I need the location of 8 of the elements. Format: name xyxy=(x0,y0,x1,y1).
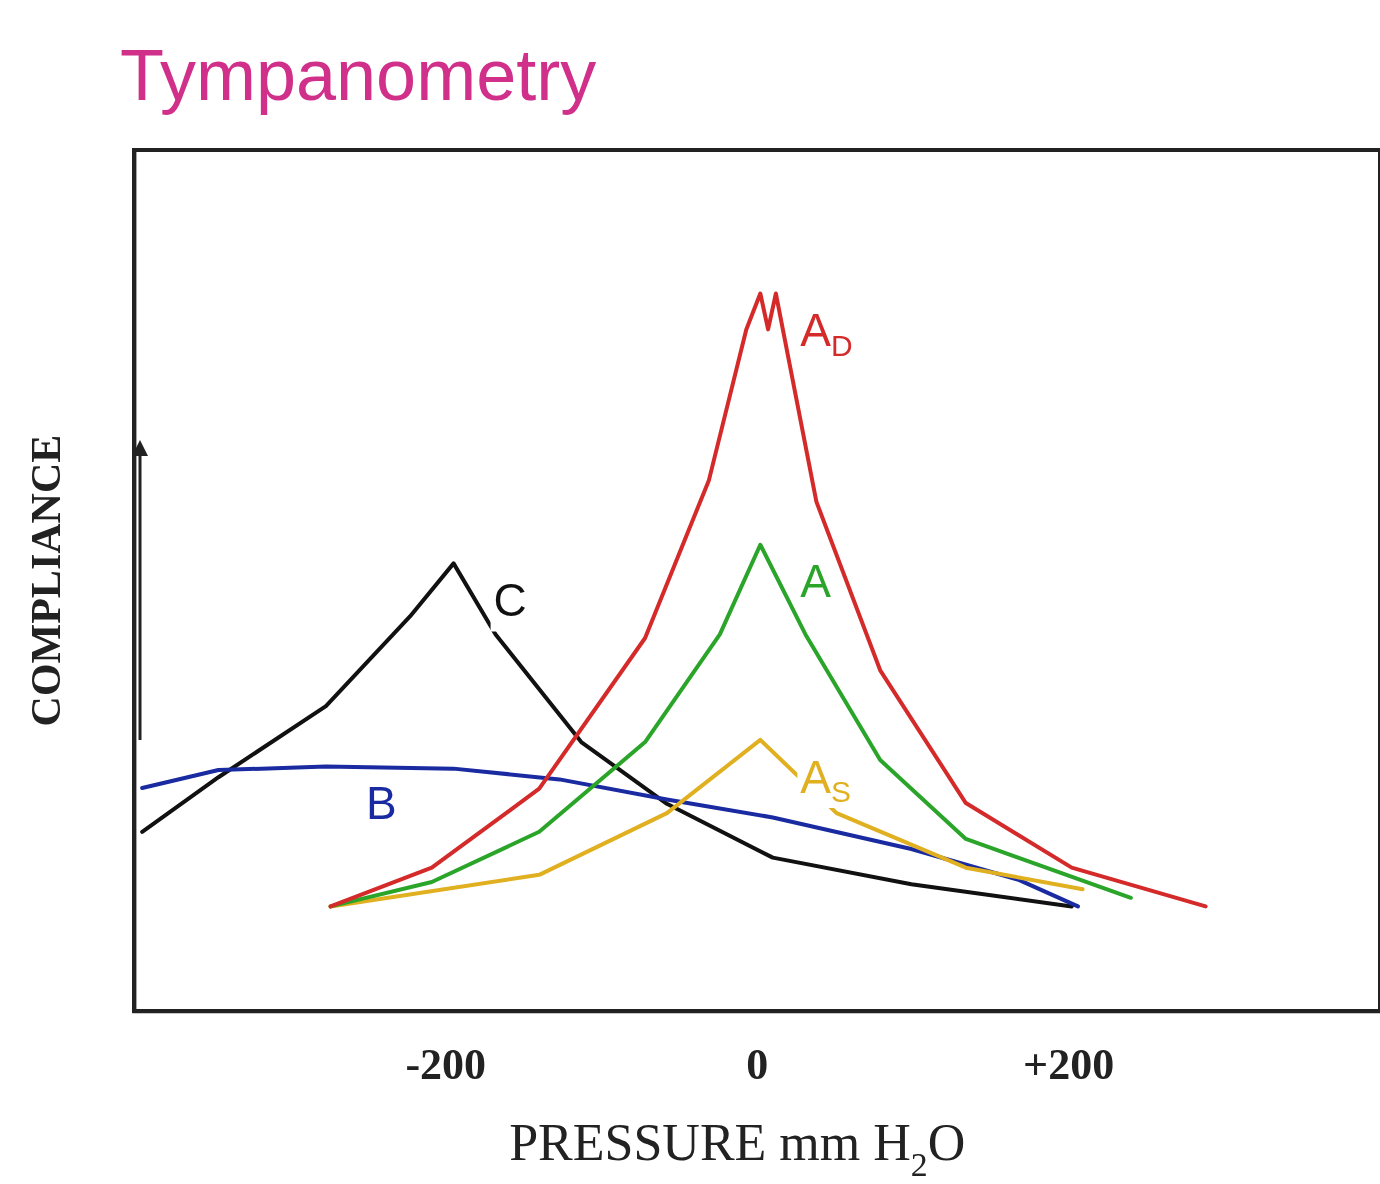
series-label: C xyxy=(493,574,527,627)
y-axis-title: COMPLIANCE xyxy=(23,434,70,727)
x-tick-label: -200 xyxy=(405,1039,487,1089)
chart-title: Tympanometry xyxy=(120,35,597,115)
x-tick-label: +200 xyxy=(1023,1039,1115,1089)
x-tick-label: 0 xyxy=(746,1039,769,1089)
series-label: A xyxy=(800,555,832,608)
series-label: B xyxy=(365,777,397,830)
